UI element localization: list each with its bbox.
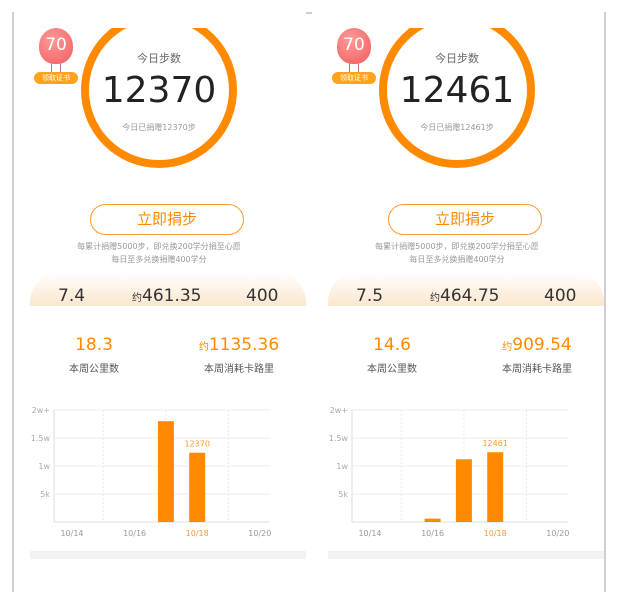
today-kcal: 约464.75 — [430, 286, 499, 306]
week-kcal-label: 本周消耗卡路里 — [204, 364, 274, 375]
approx-label: 约 — [430, 293, 440, 304]
data-label: 12370 — [184, 440, 209, 449]
certificate-badge[interactable]: 70 领取证书 — [34, 28, 78, 88]
today-donated: 今日已捐赠12461步 — [420, 123, 494, 132]
week-kcal: 约1135.36 — [179, 335, 299, 355]
x-tick-label: 10/20 — [248, 529, 271, 538]
today-title: 今日步数 — [137, 52, 181, 65]
y-tick-label: 1.5w — [31, 434, 51, 443]
y-tick-label: 1.5w — [329, 434, 349, 443]
y-tick-label: 1w — [336, 462, 348, 471]
step-panel: 今日步数 12461 今日已捐赠12461步 70 领取证书 立即捐步 每累计捐… — [312, 0, 604, 575]
bar-10/18 — [189, 452, 206, 522]
x-tick-label: 10/18 — [484, 529, 507, 538]
y-tick-label: 2w+ — [32, 406, 50, 415]
stats-band — [30, 272, 306, 306]
y-tick-label: 1w — [38, 462, 50, 471]
week-kcal: 约909.54 — [477, 335, 597, 355]
week-km-label: 本周公里数 — [69, 364, 119, 375]
x-tick-label: 10/14 — [60, 529, 83, 538]
week-km: 18.3 — [75, 335, 113, 355]
kcal-value: 1135.36 — [208, 335, 280, 355]
x-tick-label: 10/16 — [123, 529, 146, 538]
certificate-label: 领取证书 — [34, 72, 78, 84]
certificate-badge[interactable]: 70 领取证书 — [332, 28, 376, 88]
y-tick-label: 2w+ — [330, 406, 348, 415]
donate-note-1: 每累计捐赠5000步，即兑换200学分捐至心愿 — [77, 242, 241, 251]
today-credits: 400 — [544, 286, 577, 306]
donate-note-2: 每日至多兑换捐赠400学分 — [111, 255, 207, 264]
step-panel: 今日步数 12370 今日已捐赠12370步 70 领取证书 立即捐步 每累计捐… — [14, 0, 306, 575]
today-steps: 12461 — [399, 70, 515, 111]
screenshot-frame — [12, 12, 606, 592]
x-tick-label: 10/16 — [421, 529, 444, 538]
section-divider — [30, 551, 306, 559]
x-tick-label: 10/18 — [186, 529, 209, 538]
today-km: 7.5 — [356, 286, 384, 306]
weekly-steps-chart: 5k 1w 1.5w 2w+ 10/14 10/16 10/18 12461 10/20 — [329, 406, 570, 538]
today-km: 7.4 — [58, 286, 86, 306]
kcal-value: 464.75 — [440, 286, 500, 306]
stats-band — [328, 272, 604, 306]
today-title: 今日步数 — [435, 52, 479, 65]
kcal-value: 461.35 — [142, 286, 202, 306]
approx-label: 约 — [502, 342, 513, 353]
approx-label: 约 — [198, 342, 209, 353]
today-donated: 今日已捐赠12370步 — [122, 123, 196, 132]
today-kcal: 约461.35 — [132, 286, 201, 306]
donate-steps-button[interactable]: 立即捐步 — [388, 204, 542, 235]
y-tick-label: 5k — [40, 490, 50, 499]
week-kcal-label: 本周消耗卡路里 — [502, 364, 572, 375]
ring-clip — [312, 0, 604, 28]
x-tick-label: 10/20 — [546, 529, 569, 538]
y-tick-label: 5k — [338, 490, 348, 499]
balloon-strings — [349, 63, 359, 72]
bar-10/18 — [487, 452, 504, 522]
donate-steps-button[interactable]: 立即捐步 — [90, 204, 244, 235]
bar-10/17 — [455, 459, 472, 522]
data-label: 12461 — [482, 439, 507, 448]
week-km: 14.6 — [373, 335, 411, 355]
donate-note-2: 每日至多兑换捐赠400学分 — [409, 255, 505, 264]
section-divider — [328, 551, 604, 559]
approx-label: 约 — [132, 293, 142, 304]
hot-air-balloon-icon: 70 — [337, 28, 371, 64]
week-km-label: 本周公里数 — [367, 364, 417, 375]
hot-air-balloon-icon: 70 — [39, 28, 73, 64]
ring-clip — [14, 0, 306, 28]
donate-note-1: 每累计捐赠5000步，即兑换200学分捐至心愿 — [375, 242, 539, 251]
balloon-strings — [51, 63, 61, 72]
today-steps: 12370 — [101, 70, 217, 111]
today-credits: 400 — [246, 286, 279, 306]
kcal-value: 909.54 — [512, 335, 572, 355]
certificate-label: 领取证书 — [332, 72, 376, 84]
bar-10/16 — [424, 518, 441, 522]
x-tick-label: 10/14 — [358, 529, 381, 538]
bar-10/17 — [157, 421, 174, 522]
weekly-steps-chart: 5k 1w 1.5w 2w+ 10/14 10/16 10/18 12370 10/20 — [31, 406, 272, 538]
